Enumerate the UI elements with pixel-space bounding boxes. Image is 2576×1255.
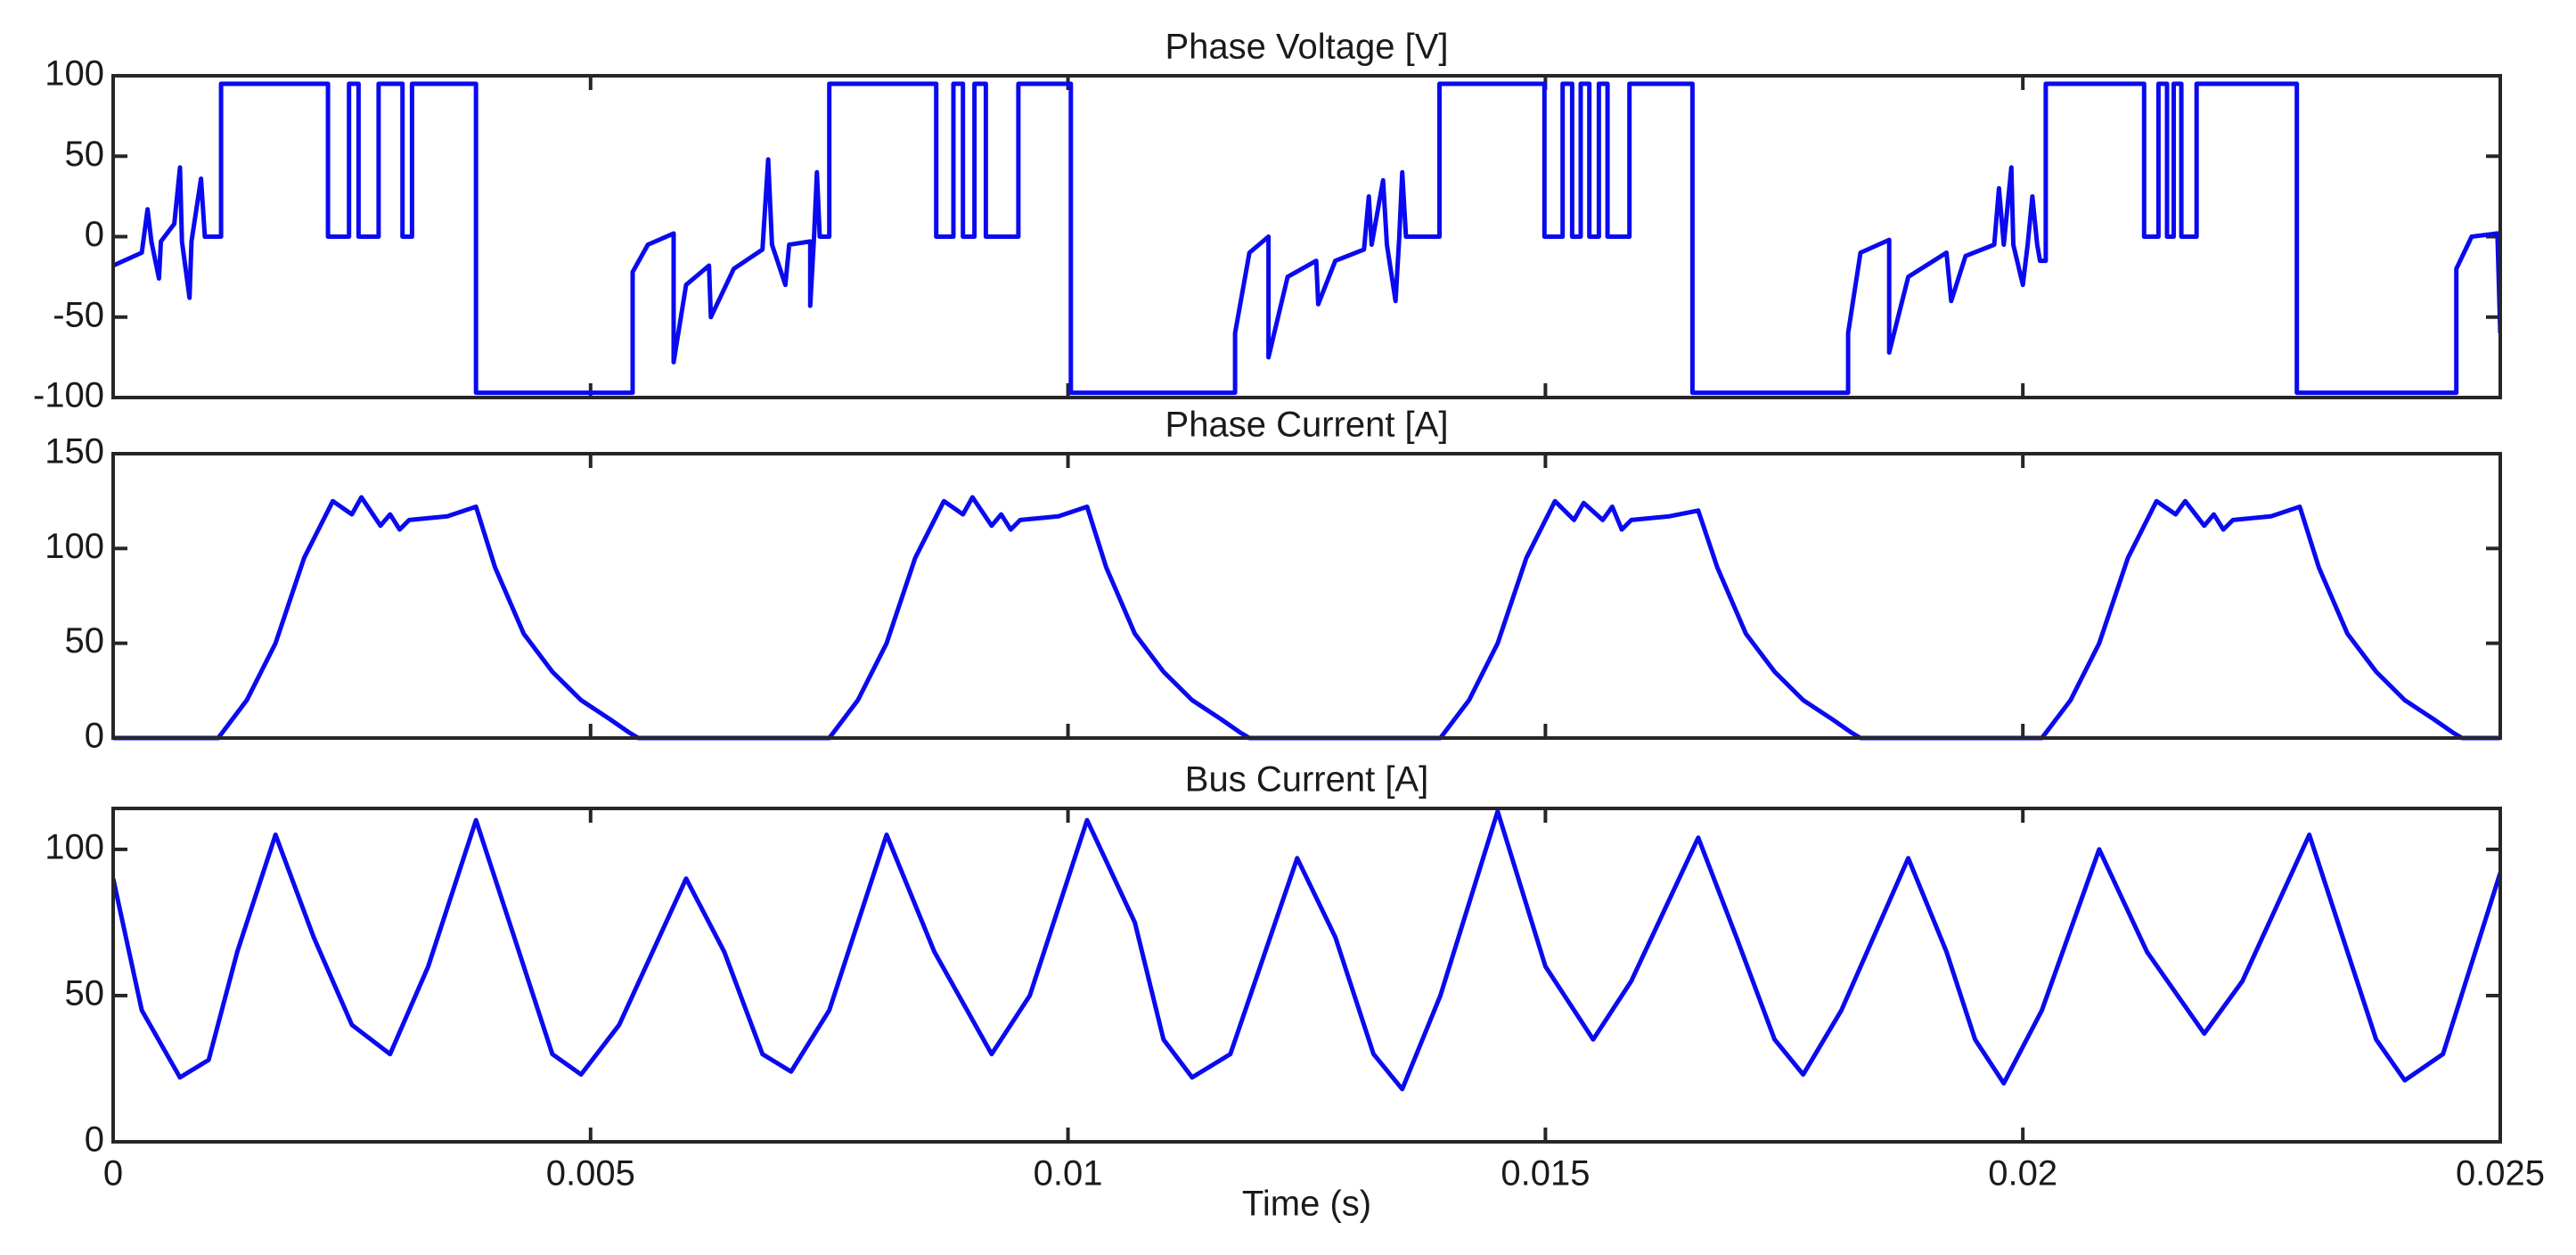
trace — [113, 495, 2500, 741]
subplot-title: Phase Voltage [V] — [1165, 28, 1448, 67]
y-tick-label: 100 — [45, 527, 104, 566]
y-tick-label: 50 — [65, 135, 105, 174]
y-tick-label: 0 — [85, 1120, 104, 1160]
subplot-title: Phase Current [A] — [1165, 406, 1449, 445]
axes-frame — [111, 807, 2502, 1144]
trace — [113, 81, 2500, 396]
y-tick-label: 100 — [45, 54, 104, 94]
y-tick-label: 50 — [65, 621, 105, 660]
y-tick-label: 100 — [45, 827, 104, 866]
x-tick-label: 0.005 — [546, 1154, 635, 1193]
y-tick-label: -100 — [33, 376, 104, 415]
y-tick-label: 0 — [85, 717, 104, 756]
x-tick-label: 0 — [103, 1154, 123, 1193]
x-tick-label: 0.015 — [1501, 1154, 1590, 1193]
trace — [113, 808, 2500, 1092]
axes-frame — [111, 74, 2502, 399]
x-tick-label: 0.01 — [1034, 1154, 1103, 1193]
x-axis-label: Time (s) — [1242, 1185, 1371, 1224]
y-tick-label: 50 — [65, 974, 105, 1013]
axes-frame — [111, 452, 2502, 740]
y-tick-label: -50 — [53, 295, 104, 334]
y-tick-label: 150 — [45, 432, 104, 472]
x-tick-label: 0.02 — [1988, 1154, 2057, 1193]
subplot-title: Bus Current [A] — [1185, 760, 1428, 800]
y-tick-label: 0 — [85, 215, 104, 254]
x-tick-label: 0.025 — [2456, 1154, 2545, 1193]
